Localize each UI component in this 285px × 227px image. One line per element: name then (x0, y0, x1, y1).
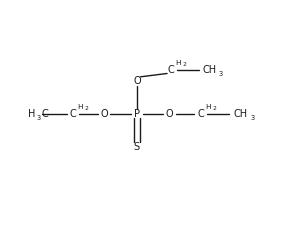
Text: C: C (168, 64, 174, 74)
Text: P: P (134, 109, 140, 118)
Text: 2: 2 (212, 106, 216, 111)
Text: 3: 3 (250, 115, 254, 121)
Text: S: S (134, 142, 140, 152)
Text: H: H (175, 60, 181, 66)
Text: C: C (197, 109, 204, 118)
Text: C: C (70, 109, 76, 118)
Text: 3: 3 (219, 71, 223, 76)
Text: C: C (41, 109, 48, 118)
Text: CH: CH (233, 109, 247, 118)
Text: H: H (205, 104, 211, 110)
Text: O: O (133, 76, 141, 86)
Text: CH: CH (202, 64, 216, 74)
Text: 2: 2 (84, 106, 88, 111)
Text: O: O (166, 109, 173, 118)
Text: H: H (28, 109, 36, 118)
Text: 2: 2 (182, 62, 186, 67)
Text: 3: 3 (36, 115, 40, 121)
Text: O: O (100, 109, 108, 118)
Text: H: H (77, 104, 83, 110)
